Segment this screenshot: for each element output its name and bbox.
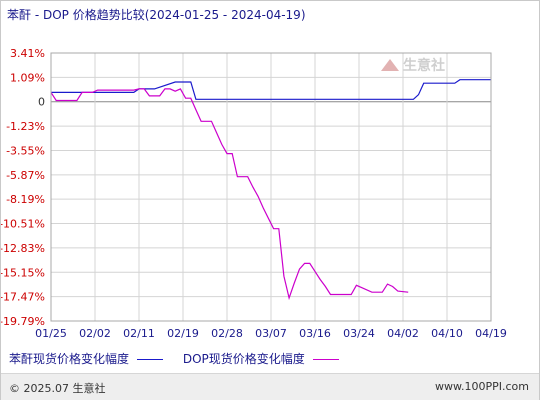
watermark: 生意社 <box>381 55 445 75</box>
watermark-text: 生意社 <box>403 58 445 74</box>
x-tick-label: 02/11 <box>123 327 155 340</box>
y-tick-label: 0 <box>38 96 45 109</box>
line-chart: 3.41% 1.09% 0 -1.23% -3.55% -5.87% -8.19% -10.5… <box>1 47 507 340</box>
x-tick-label: 03/24 <box>343 327 375 340</box>
house-logo-icon <box>381 59 399 71</box>
axis-layer: 3.41% 1.09% 0 -1.23% -3.55% -5.87% -8.19% -10.5… <box>1 47 507 340</box>
legend-swatch-phthalic <box>137 359 164 360</box>
x-tick-label: 01/25 <box>35 327 67 340</box>
x-tick-label: 02/02 <box>79 327 111 340</box>
y-tick-label: -3.55% <box>6 144 45 157</box>
plot-border <box>50 52 492 322</box>
site-url-link[interactable]: www.100PPI.com <box>435 380 529 393</box>
y-tick-label: -10.51% <box>1 218 45 231</box>
series-layer <box>50 79 491 301</box>
x-tick-label: 04/19 <box>475 327 507 340</box>
chart-title: 苯酐 - DOP 价格趋势比较(2024-01-25 - 2024-04-19) <box>7 8 306 22</box>
legend-item-phthalic: 苯酐现货价格变化幅度 <box>9 350 169 367</box>
y-tick-label: -19.79% <box>1 315 45 328</box>
x-tick-label: 04/10 <box>431 327 463 340</box>
y-tick-label: -8.19% <box>6 193 45 206</box>
y-tick-label: -12.83% <box>1 242 45 255</box>
y-tick-label: -5.87% <box>6 169 45 182</box>
y-tick-label: -15.15% <box>1 266 45 279</box>
legend-swatch-dop <box>312 359 339 360</box>
y-tick-label: -17.47% <box>1 291 45 304</box>
legend-label-phthalic: 苯酐现货价格变化幅度 <box>9 352 130 366</box>
grid-layer <box>50 52 492 322</box>
series-line-dop <box>50 88 409 301</box>
x-tick-label: 04/02 <box>387 327 419 340</box>
series-line-phthalic <box>51 79 491 100</box>
x-tick-label: 03/16 <box>299 327 331 340</box>
x-tick-label: 02/19 <box>167 327 199 340</box>
x-tick-label: 02/28 <box>211 327 243 340</box>
y-tick-label: 1.09% <box>10 71 45 84</box>
legend-item-dop: DOP现货价格变化幅度 <box>183 350 345 367</box>
y-tick-label: 3.41% <box>10 47 45 60</box>
copyright-text: © 2025.07 生意社 <box>9 382 106 395</box>
footer-bar: © 2025.07 生意社 www.100PPI.com <box>1 373 539 400</box>
y-tick-label: -1.23% <box>6 120 45 133</box>
legend: 苯酐现货价格变化幅度 DOP现货价格变化幅度 <box>9 350 355 367</box>
legend-label-dop: DOP现货价格变化幅度 <box>182 352 305 366</box>
x-tick-label: 03/07 <box>255 327 287 340</box>
